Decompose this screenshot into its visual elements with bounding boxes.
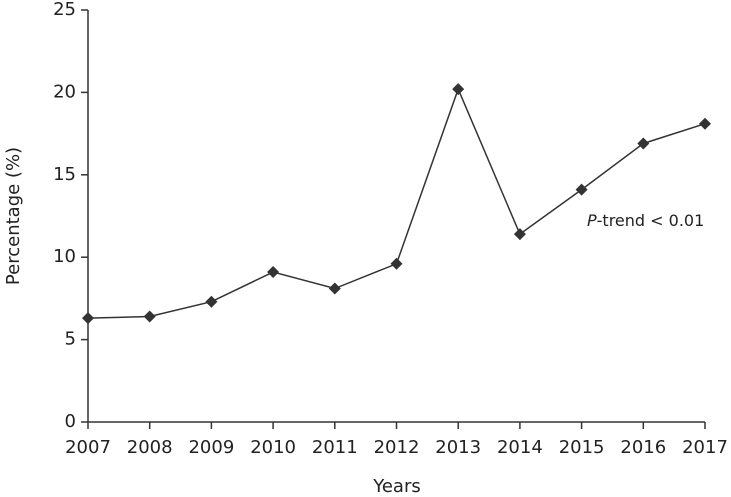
x-tick-label: 2009 [188, 437, 234, 458]
marker [328, 282, 341, 295]
marker [452, 83, 465, 96]
marker [390, 257, 403, 270]
y-axis-label: Percentage (%) [3, 147, 24, 285]
x-tick-label: 2013 [435, 437, 481, 458]
marker [699, 117, 711, 130]
x-axis-label: Years [372, 476, 421, 497]
x-tick-label: 2007 [65, 437, 111, 458]
marker [513, 228, 526, 241]
y-tick-label: 5 [65, 329, 76, 350]
marker [143, 310, 156, 323]
marker [82, 312, 94, 325]
annotation: P-trend < 0.01 [587, 211, 704, 230]
x-tick-label: 2014 [497, 437, 543, 458]
y-tick-label: 15 [53, 164, 76, 185]
x-tick-label: 2012 [374, 437, 420, 458]
annotation-italic: P [587, 211, 597, 230]
annotation-text: -trend < 0.01 [597, 211, 705, 230]
y-tick-label: 20 [53, 81, 76, 102]
x-tick-label: 2016 [620, 437, 666, 458]
x-tick-label: 2015 [559, 437, 605, 458]
marker [205, 295, 218, 308]
x-tick-label: 2011 [312, 437, 358, 458]
marker [267, 266, 280, 279]
x-tick-label: 2008 [127, 437, 173, 458]
marker [637, 137, 650, 150]
y-tick-label: 0 [65, 411, 76, 432]
y-tick-label: 25 [53, 0, 76, 20]
line [87, 87, 706, 319]
x-tick-label: 2017 [682, 437, 728, 458]
marker [575, 183, 588, 196]
x-tick-label: 2010 [250, 437, 296, 458]
y-tick-label: 10 [53, 246, 76, 267]
